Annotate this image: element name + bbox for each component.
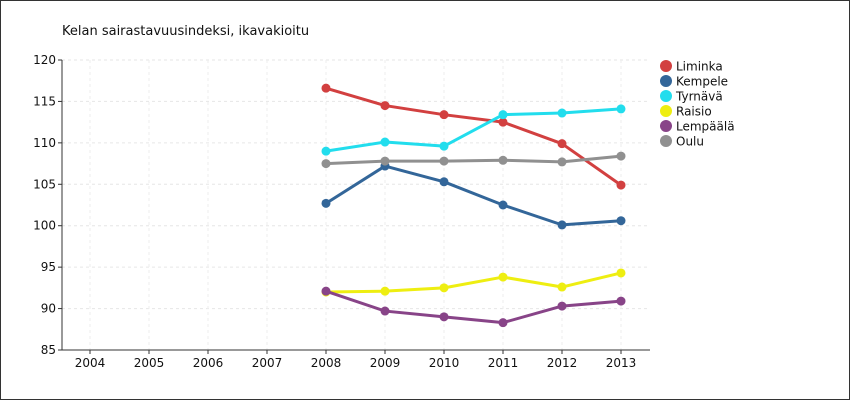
data-point-tyrn-v- (557, 108, 567, 118)
x-tick-label: 2010 (429, 356, 460, 370)
data-point-kempele (439, 177, 449, 187)
data-point-lemp-l- (380, 306, 390, 316)
data-point-lemp-l- (616, 296, 626, 306)
legend-swatch-kempele (660, 75, 672, 87)
x-tick-label: 2011 (488, 356, 519, 370)
legend-label-liminka: Liminka (676, 60, 723, 74)
data-point-raisio (616, 268, 626, 278)
x-tick-label: 2004 (75, 356, 106, 370)
legend-swatch-raisio (660, 105, 672, 117)
data-point-liminka (380, 101, 390, 111)
y-tick-label: 120 (33, 53, 56, 67)
data-point-oulu (321, 159, 331, 169)
data-point-oulu (557, 157, 567, 167)
x-tick-label: 2005 (134, 356, 165, 370)
x-tick-label: 2009 (370, 356, 401, 370)
y-tick-label: 110 (33, 136, 56, 150)
series-line-tyrn-v- (325, 107, 622, 153)
legend-swatch-oulu (660, 135, 672, 147)
data-point-oulu (498, 155, 508, 165)
data-point-liminka (321, 83, 331, 93)
data-point-tyrn-v- (321, 146, 331, 156)
data-point-tyrn-v- (380, 137, 390, 147)
data-point-raisio (380, 286, 390, 296)
data-point-raisio (557, 282, 567, 292)
y-tick-label: 100 (33, 219, 56, 233)
chart-title: Kelan sairastavuusindeksi, ikavakioitu (62, 24, 310, 39)
y-tick-label: 105 (33, 177, 56, 191)
y-tick-label: 115 (33, 94, 56, 108)
data-point-raisio (498, 272, 508, 282)
y-tick-label: 95 (41, 260, 56, 274)
legend-label-tyrn-v-: Tyrnävä (675, 90, 723, 104)
data-point-tyrn-v- (616, 104, 626, 114)
data-point-kempele (557, 220, 567, 230)
series-line-lemp-l- (325, 289, 622, 325)
data-point-tyrn-v- (498, 110, 508, 120)
series-line-raisio (325, 271, 622, 294)
data-point-oulu (439, 156, 449, 166)
data-point-lemp-l- (557, 301, 567, 311)
y-tick-label: 85 (41, 343, 56, 357)
legend-label-lemp-l-: Lempäälä (676, 120, 735, 134)
data-point-oulu (380, 156, 390, 166)
legend-swatch-tyrn-v- (660, 90, 672, 102)
data-point-raisio (439, 283, 449, 293)
data-point-kempele (498, 200, 508, 210)
data-point-liminka (557, 139, 567, 149)
data-point-tyrn-v- (439, 141, 449, 151)
data-point-lemp-l- (439, 312, 449, 322)
x-tick-label: 2012 (547, 356, 578, 370)
data-point-lemp-l- (321, 286, 331, 296)
series-line-kempele (325, 164, 622, 227)
data-point-liminka (498, 117, 508, 127)
legend-label-kempele: Kempele (676, 75, 728, 89)
series (321, 83, 626, 328)
series-line-liminka (325, 86, 622, 187)
data-point-kempele (321, 198, 331, 208)
x-tick-label: 2013 (606, 356, 637, 370)
axes: 85 90 95 100 105 110 115 120 2004 2005 2006 2007 200… (33, 53, 650, 370)
x-tick-label: 2007 (252, 356, 283, 370)
x-tick-label: 2006 (193, 356, 224, 370)
data-point-oulu (616, 151, 626, 161)
legend-swatch-lemp-l- (660, 120, 672, 132)
data-point-kempele (616, 216, 626, 226)
series-line-oulu (325, 154, 622, 166)
data-point-liminka (616, 180, 626, 190)
data-point-lemp-l- (498, 318, 508, 328)
legend-label-raisio: Raisio (676, 105, 712, 119)
legend-swatch-liminka (660, 60, 672, 72)
x-tick-label: 2008 (311, 356, 342, 370)
data-point-liminka (439, 110, 449, 120)
legend-label-oulu: Oulu (676, 135, 704, 149)
y-tick-label: 90 (41, 302, 56, 316)
